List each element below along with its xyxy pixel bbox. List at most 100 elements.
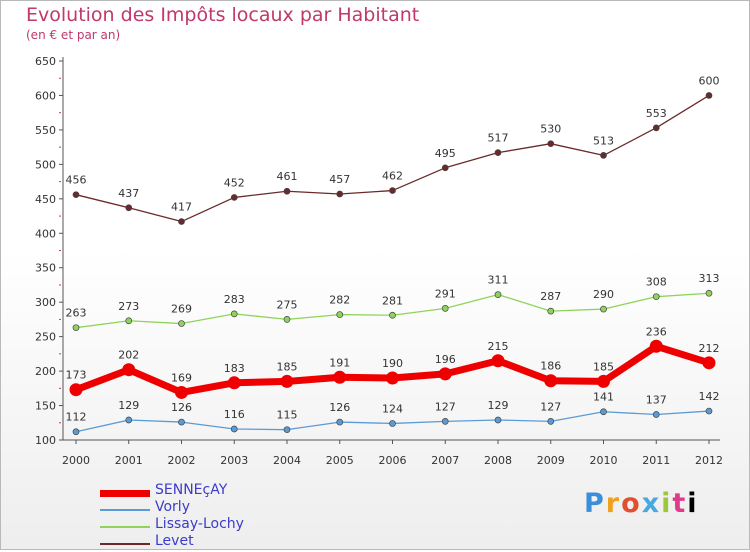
- point-levet-2009: [547, 140, 555, 148]
- x-tick-label-2009: 2009: [537, 454, 565, 467]
- data-label-vorly-2008: 129: [488, 399, 509, 412]
- legend-label-lissay-lochy: Lissay-Lochy: [155, 516, 244, 532]
- data-label-levet-2002: 417: [171, 201, 192, 214]
- point-levet-2002: [178, 218, 185, 225]
- y-tick-label-100: 100: [35, 434, 56, 447]
- x-tick-label-2011: 2011: [642, 454, 670, 467]
- point-lissay-lochy-2007: [441, 305, 449, 312]
- point-levet-2005: [336, 190, 344, 198]
- y-tick-label-250: 250: [35, 331, 56, 344]
- data-label-lissay-lochy-2004: 275: [277, 298, 298, 311]
- point-senne-ay-2005: [333, 370, 347, 384]
- point-vorly-2011: [652, 411, 660, 418]
- y-tick-label-450: 450: [35, 193, 56, 206]
- legend-swatch-lissay-lochy: [100, 526, 150, 528]
- data-label-levet-2012: 600: [699, 74, 720, 87]
- data-label-lissay-lochy-2001: 273: [118, 300, 139, 313]
- data-label-senne-ay-2002: 169: [171, 371, 192, 384]
- data-label-levet-2008: 517: [488, 132, 509, 145]
- point-levet-2006: [389, 187, 396, 194]
- point-vorly-2009: [547, 418, 555, 425]
- data-label-senne-ay-2010: 185: [593, 360, 614, 373]
- point-levet-2001: [125, 204, 133, 212]
- y-tick-label-300: 300: [35, 296, 56, 309]
- data-label-vorly-2002: 126: [171, 401, 192, 414]
- point-levet-2003: [230, 194, 238, 201]
- x-tick-label-2001: 2001: [115, 454, 143, 467]
- point-vorly-2006: [389, 420, 396, 427]
- legend-swatch-senne-ay: [100, 489, 150, 497]
- data-label-vorly-2007: 127: [435, 400, 456, 413]
- point-lissay-lochy-2001: [125, 317, 133, 325]
- point-senne-ay-2000: [69, 383, 83, 397]
- point-levet-2004: [283, 187, 291, 195]
- data-label-senne-ay-2008: 215: [488, 340, 509, 353]
- point-vorly-2010: [600, 408, 607, 416]
- data-label-lissay-lochy-2011: 308: [646, 276, 667, 289]
- data-label-lissay-lochy-2006: 281: [382, 294, 403, 307]
- point-levet-2008: [494, 149, 502, 156]
- point-levet-2011: [652, 124, 660, 132]
- point-senne-ay-2012: [702, 356, 716, 370]
- point-senne-ay-2009: [544, 374, 558, 388]
- y-tick-label-650: 650: [35, 55, 56, 68]
- data-label-lissay-lochy-2007: 291: [435, 287, 456, 300]
- point-levet-2010: [600, 152, 607, 159]
- y-tick-label-400: 400: [35, 227, 56, 240]
- data-label-senne-ay-2011: 236: [646, 325, 667, 338]
- x-tick-label-2005: 2005: [326, 454, 354, 467]
- point-vorly-2005: [336, 418, 344, 426]
- point-vorly-2002: [178, 418, 185, 426]
- point-senne-ay-2006: [386, 371, 399, 385]
- data-label-levet-2010: 513: [593, 134, 614, 147]
- data-label-senne-ay-2003: 183: [224, 362, 245, 375]
- point-senne-ay-2002: [175, 385, 188, 399]
- point-vorly-2007: [441, 418, 449, 425]
- data-label-levet-2011: 553: [646, 107, 667, 120]
- y-tick-label-150: 150: [35, 400, 56, 413]
- point-senne-ay-2007: [438, 367, 452, 381]
- legend-label-vorly: Vorly: [155, 499, 190, 515]
- y-tick-label-550: 550: [35, 124, 56, 137]
- y-tick-label-200: 200: [35, 365, 56, 378]
- point-senne-ay-2011: [649, 339, 663, 353]
- data-label-levet-2005: 457: [329, 173, 350, 186]
- data-label-vorly-2005: 126: [329, 401, 350, 414]
- y-tick-label-600: 600: [35, 89, 56, 102]
- point-lissay-lochy-2012: [705, 289, 713, 297]
- data-label-vorly-2004: 115: [277, 409, 298, 422]
- data-label-senne-ay-2001: 202: [118, 349, 139, 362]
- data-label-levet-2006: 462: [382, 170, 403, 183]
- data-label-senne-ay-2012: 212: [699, 342, 720, 355]
- point-lissay-lochy-2008: [494, 291, 502, 298]
- data-label-vorly-2009: 127: [540, 400, 561, 413]
- data-label-senne-ay-2004: 185: [277, 360, 298, 373]
- data-label-levet-2001: 437: [118, 187, 139, 200]
- data-label-lissay-lochy-2012: 313: [699, 272, 720, 285]
- data-label-vorly-2010: 141: [593, 391, 614, 404]
- data-label-vorly-2006: 124: [382, 402, 403, 415]
- x-tick-label-2003: 2003: [220, 454, 248, 467]
- point-lissay-lochy-2003: [230, 310, 238, 318]
- data-label-lissay-lochy-2003: 283: [224, 293, 245, 306]
- point-lissay-lochy-2011: [652, 293, 660, 301]
- x-tick-label-2008: 2008: [484, 454, 512, 467]
- x-tick-label-2007: 2007: [431, 454, 459, 467]
- data-label-vorly-2003: 116: [224, 408, 245, 421]
- data-label-levet-2003: 452: [224, 176, 245, 189]
- point-levet-2000: [72, 191, 80, 199]
- y-tick-label-350: 350: [35, 262, 56, 275]
- point-levet-2012: [705, 92, 713, 99]
- data-label-senne-ay-2009: 186: [540, 360, 561, 373]
- point-levet-2007: [441, 164, 449, 172]
- x-tick-label-2000: 2000: [62, 454, 90, 467]
- x-tick-label-2012: 2012: [695, 454, 723, 467]
- point-vorly-2000: [72, 428, 80, 436]
- point-lissay-lochy-2004: [283, 316, 291, 323]
- data-label-vorly-2000: 112: [66, 411, 87, 424]
- chart-subtitle: (en € et par an): [26, 28, 121, 42]
- data-label-levet-2007: 495: [435, 147, 456, 160]
- data-label-vorly-2012: 142: [699, 390, 720, 403]
